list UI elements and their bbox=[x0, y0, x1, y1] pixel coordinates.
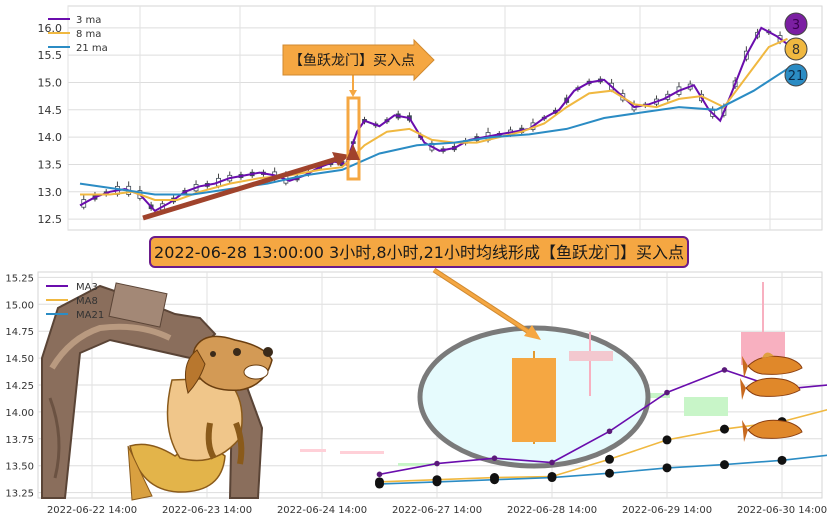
bottom-x-axis: 2022-06-22 14:00 2022-06-23 14:00 2022-06-… bbox=[47, 505, 827, 516]
bottom-series-point-0 bbox=[606, 428, 613, 435]
koi-fish-illustration bbox=[740, 352, 803, 442]
bottom-series-point-2 bbox=[605, 468, 614, 478]
top-y-tick-label: 16.0 bbox=[38, 22, 63, 35]
bottom-x-tick-label: 2022-06-27 14:00 bbox=[392, 505, 482, 516]
top-y-tick-label: 12.5 bbox=[38, 213, 63, 226]
bottom-x-tick-label: 2022-06-24 14:00 bbox=[277, 505, 367, 516]
bottom-series-point-0 bbox=[376, 471, 383, 478]
bottom-series-point-1 bbox=[605, 454, 614, 464]
signal-candle bbox=[512, 358, 556, 442]
end-marker bbox=[784, 63, 808, 87]
top-y-tick-label: 14.5 bbox=[38, 104, 63, 117]
end-marker-label: 3 bbox=[792, 18, 800, 33]
top-legend-label: 21 ma bbox=[76, 43, 108, 54]
bottom-series-point-1 bbox=[720, 424, 729, 434]
bottom-series-point-2 bbox=[375, 479, 384, 489]
end-marker bbox=[784, 37, 808, 61]
bottom-series-point-0 bbox=[491, 455, 498, 461]
bottom-y-tick-label: 14.25 bbox=[5, 381, 34, 392]
dog-fish-illustration bbox=[127, 335, 273, 501]
bottom-series-point-1 bbox=[662, 435, 672, 445]
bottom-y-tick-label: 13.50 bbox=[5, 462, 34, 473]
top-y-tick-label: 14.0 bbox=[38, 131, 63, 144]
signal-annotation-label: 【鱼跃龙门】买入点 bbox=[289, 52, 415, 69]
top-y-tick-label: 15.0 bbox=[38, 76, 63, 89]
bottom-series-point-0 bbox=[549, 459, 555, 466]
bottom-series-point-2 bbox=[547, 473, 557, 483]
top-series-line-0 bbox=[79, 26, 789, 213]
bottom-series-point-0 bbox=[664, 389, 670, 396]
bottom-series-point-0 bbox=[434, 460, 440, 467]
top-y-tick-label: 13.0 bbox=[38, 186, 63, 199]
top-plot-area bbox=[67, 5, 823, 231]
bottom-y-tick-label: 14.50 bbox=[5, 354, 34, 365]
banner-box bbox=[149, 236, 689, 268]
bottom-x-tick-label: 2022-06-29 14:00 bbox=[622, 505, 712, 516]
banner-pointer bbox=[432, 268, 541, 340]
banner-text: 2022-06-28 13:00:00 3小时,8小时,21小时均线形成【鱼跃龙… bbox=[154, 243, 684, 262]
bottom-legend-label: MA3 bbox=[76, 282, 98, 293]
end-markers: 3 8 21 bbox=[784, 12, 808, 87]
bottom-series-point-2 bbox=[662, 463, 672, 473]
bottom-x-tick-label: 2022-06-22 14:00 bbox=[47, 505, 137, 516]
bottom-y-tick-label: 13.75 bbox=[5, 435, 34, 446]
top-y-tick-label: 13.5 bbox=[38, 158, 63, 171]
bottom-y-tick-label: 15.00 bbox=[5, 300, 34, 311]
bottom-legend-label: MA8 bbox=[76, 296, 98, 307]
top-legend: 3 ma 8 ma 21 ma bbox=[48, 15, 108, 54]
top-legend-label: 8 ma bbox=[76, 29, 101, 40]
top-grid bbox=[67, 6, 822, 230]
trend-arrow bbox=[142, 152, 350, 221]
end-marker-label: 8 bbox=[792, 43, 800, 58]
bottom-series-point-2 bbox=[720, 460, 729, 470]
bottom-chart: 13.25 13.50 13.75 14.00 14.25 14.50 14.75 15.00… bbox=[5, 268, 827, 516]
bottom-series-point-2 bbox=[490, 475, 499, 485]
end-marker-label: 21 bbox=[788, 69, 805, 84]
bottom-y-axis: 13.25 13.50 13.75 14.00 14.25 14.50 14.75 15.00… bbox=[5, 273, 34, 499]
bottom-series-point-2 bbox=[432, 477, 442, 487]
ellipse-candles bbox=[512, 332, 613, 444]
bottom-x-tick-label: 2022-06-28 14:00 bbox=[507, 505, 597, 516]
bottom-y-tick-label: 14.75 bbox=[5, 327, 34, 338]
dragon-gate-illustration bbox=[41, 282, 264, 499]
top-y-axis: 12.5 13.0 13.5 14.0 14.5 15.0 15.5 16.0 bbox=[38, 22, 63, 226]
bottom-legend-label: MA21 bbox=[76, 310, 104, 321]
bottom-y-tick-label: 13.25 bbox=[5, 489, 34, 500]
top-chart: 12.5 13.0 13.5 14.0 14.5 15.0 15.5 16.0 【鱼跃龙门】买… bbox=[38, 5, 823, 231]
bottom-x-tick-label: 2022-06-30 14:00 bbox=[737, 505, 827, 516]
end-marker bbox=[784, 12, 808, 36]
banner: 2022-06-28 13:00:00 3小时,8小时,21小时均线形成【鱼跃龙… bbox=[149, 236, 689, 268]
bottom-series-point-2 bbox=[777, 455, 787, 465]
bottom-y-tick-label: 14.00 bbox=[5, 408, 34, 419]
signal-annotation: 【鱼跃龙门】买入点 bbox=[282, 38, 435, 82]
bottom-y-tick-label: 15.25 bbox=[5, 273, 34, 284]
bottom-series-point-0 bbox=[721, 367, 728, 373]
bottom-legend: MA3 MA8 MA21 bbox=[46, 282, 104, 321]
signal-highlight-box bbox=[346, 96, 361, 181]
top-y-tick-label: 15.5 bbox=[38, 49, 63, 62]
signal-marker-triangle bbox=[346, 144, 360, 160]
top-series-line-2 bbox=[79, 67, 789, 196]
top-legend-label: 3 ma bbox=[76, 15, 101, 26]
bottom-x-tick-label: 2022-06-23 14:00 bbox=[162, 505, 252, 516]
top-ma-lines bbox=[79, 26, 789, 213]
